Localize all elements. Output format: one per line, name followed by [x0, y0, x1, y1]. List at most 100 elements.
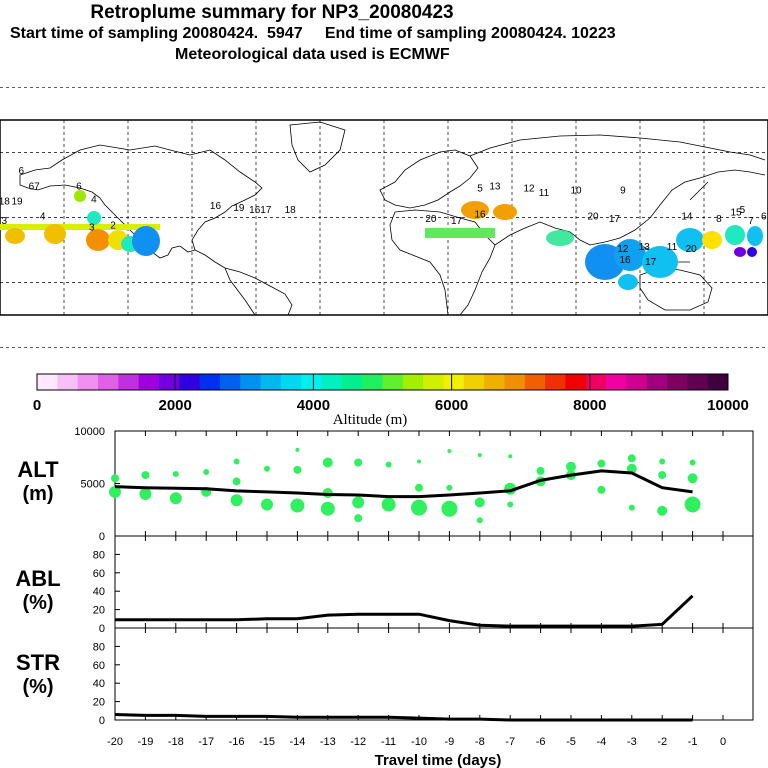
alt-series-line — [114, 469, 693, 499]
str-ytick-label: 40 — [93, 678, 105, 690]
colorbar-cell — [687, 374, 709, 390]
x-axis-ticks: -20 -19 -18 -17 -16 -15 -14 -13 -12 -11 -10 -9 -8 -7-… — [107, 736, 726, 748]
plume-day-label: 4 — [91, 194, 97, 205]
x-tick-label: -9 — [445, 736, 455, 748]
x-tick-label: -10 — [411, 736, 427, 748]
plume-day-label: 16 — [474, 210, 486, 221]
x-tick-label: -7 — [505, 736, 515, 748]
alt-scatter-point — [381, 497, 396, 512]
colorbar-cell — [240, 374, 262, 390]
alt-scatter-point — [141, 471, 150, 480]
alt-scatter-point — [261, 498, 273, 511]
alt-scatter-point — [477, 453, 482, 458]
abl-panel-frame — [114, 535, 754, 629]
plume-blob — [642, 246, 678, 278]
alt-panel-unit: (m) — [22, 483, 53, 505]
plume-blob — [5, 228, 25, 244]
alt-scatter-point — [508, 454, 513, 459]
colorbar-cells — [37, 374, 729, 390]
plume-day-label: 8 — [716, 214, 722, 225]
colorbar-cell — [97, 374, 119, 390]
colorbar-cell — [443, 374, 465, 390]
colorbar-cell — [402, 374, 424, 390]
colorbar-cell — [57, 374, 79, 390]
alt-scatter-point — [689, 459, 696, 466]
str-ytick-label: 60 — [93, 660, 105, 672]
plume-day-label: 20 — [588, 212, 600, 223]
plume-day-label: 15 — [730, 207, 742, 218]
colorbar-cell — [626, 374, 648, 390]
plume-day-label: 12 — [524, 183, 536, 194]
alt-scatter-point — [659, 458, 666, 465]
x-tick-label: -15 — [259, 736, 275, 748]
colorbar-tick-label: 10000 — [707, 397, 749, 414]
colorbar-cell — [118, 374, 140, 390]
plume-day-label: 16 — [620, 255, 632, 266]
colorbar-cell — [484, 374, 505, 390]
time-series-panels: ALT (m) ABL (%) STR (%) 10000 5000 0 80 60 40… — [15, 426, 754, 768]
plume-day-label: 19 — [233, 203, 245, 214]
plume-day-label: 2 — [110, 220, 116, 231]
plume-blob — [74, 190, 86, 202]
abl-panel-unit: (%) — [22, 592, 53, 614]
alt-scatter-point — [687, 473, 698, 484]
colorbar-cell — [382, 374, 404, 390]
plume-blob — [546, 230, 574, 246]
plume-day-label: 13 — [489, 181, 501, 192]
series-lines — [114, 469, 694, 722]
alt-scatter-point — [139, 488, 152, 500]
colorbar-label: Altitude (m) — [333, 412, 408, 428]
alt-panel-frame — [114, 430, 754, 537]
alt-scatter-point — [385, 461, 392, 468]
colorbar-cell — [138, 374, 160, 390]
abl-ytick-label: 40 — [93, 586, 105, 598]
colorbar-cell — [260, 374, 282, 390]
colorbar-cell — [423, 374, 444, 390]
str-ytick-label: 20 — [93, 697, 105, 709]
colorbar-cell — [545, 374, 566, 390]
plume-day-label: 3 — [1, 216, 7, 227]
plume-day-label: 12 — [617, 244, 629, 255]
plume-blob — [618, 274, 638, 290]
map-gridlines — [0, 86, 768, 349]
plume-blob — [734, 247, 746, 257]
colorbar-cell — [341, 374, 363, 390]
colorbar-cell — [77, 374, 99, 390]
alt-ytick-label: 0 — [99, 531, 105, 543]
alt-scatter-point — [109, 485, 121, 498]
alt-scatter-point — [536, 466, 545, 475]
plume-blob — [725, 225, 745, 245]
x-tick-label: -12 — [350, 736, 366, 748]
x-tick-label: -3 — [627, 736, 637, 748]
plume-day-label: 9 — [620, 186, 626, 197]
alt-scatter-point — [446, 484, 453, 491]
plume-blob — [86, 229, 110, 251]
alt-scatter-point — [597, 485, 606, 494]
x-tick-label: -13 — [320, 736, 336, 748]
str-ytick-label: 80 — [93, 641, 105, 653]
plume-day-label: 11 — [539, 188, 550, 199]
plume-day-label: 18 — [0, 196, 10, 207]
alt-scatter-point — [417, 459, 421, 464]
alt-scatter-point — [411, 499, 427, 516]
alt-scatter-point — [233, 458, 240, 465]
x-tick-label: -17 — [198, 736, 214, 748]
colorbar-cell — [463, 374, 485, 390]
colorbar-cell — [37, 374, 58, 390]
alt-scatter-point — [232, 477, 241, 486]
plume-blob — [747, 226, 763, 246]
colorbar-ticks: 0 2000 4000 6000 8000 10000 — [33, 374, 749, 414]
plume-day-label: 7 — [748, 216, 754, 227]
alt-scatter-point — [322, 457, 333, 468]
alt-scatter-point — [628, 504, 635, 511]
colorbar-cell — [321, 374, 343, 390]
alt-scatter-point — [230, 494, 243, 507]
colorbar-cell — [504, 374, 526, 390]
colorbar-cell — [301, 374, 323, 390]
plume-blob — [676, 228, 704, 252]
plume-day-label: 6 — [761, 212, 767, 223]
colorbar-cell — [158, 374, 180, 390]
alt-scatter-point — [441, 500, 458, 517]
